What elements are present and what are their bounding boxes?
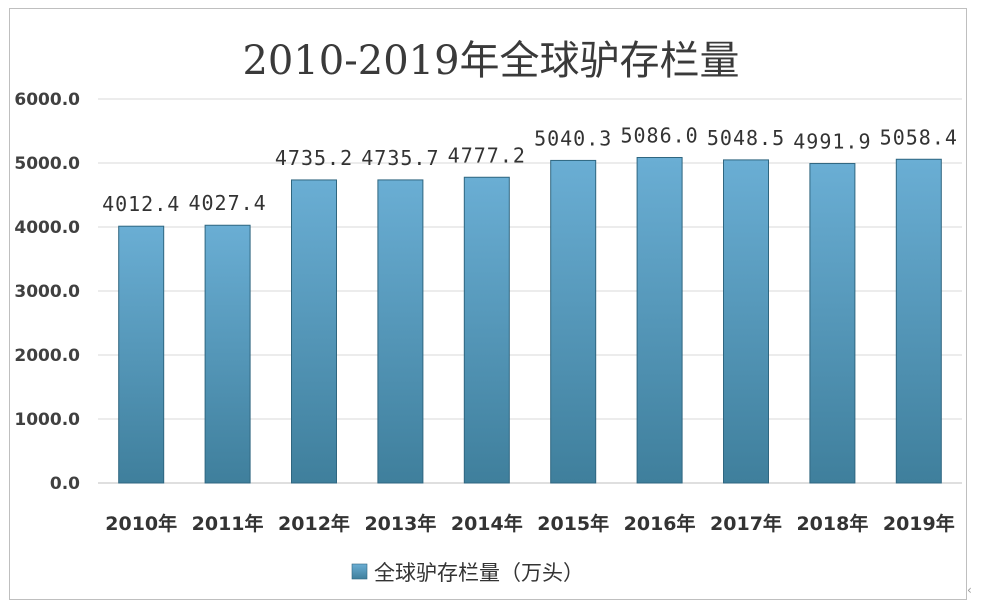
legend: 全球驴存栏量（万头） (351, 561, 584, 585)
data-label: 5048.5 (707, 126, 785, 150)
bar (204, 224, 251, 484)
y-axis-ticks: 0.0 1000.0 2000.0 3000.0 4000.0 5000.0 6000.0 (14, 90, 80, 494)
y-tick-label: 0.0 (50, 474, 80, 494)
data-labels: 4012.4 4027.4 4735.2 4735.7 4777.2 5040.3 5086… (102, 123, 958, 216)
bar (723, 159, 769, 484)
bar (291, 179, 337, 484)
y-tick-label: 3000.0 (14, 282, 80, 302)
data-label: 4777.2 (448, 143, 526, 167)
y-tick-label: 6000.0 (14, 90, 80, 110)
corner-mark: ‹ (967, 583, 972, 597)
x-tick-label: 2019年 (883, 512, 955, 535)
x-tick-label: 2010年 (105, 512, 177, 535)
x-tick-label: 2017年 (710, 512, 782, 535)
bar (636, 156, 683, 484)
x-tick-label: 2015年 (537, 512, 609, 535)
bar (550, 159, 597, 484)
data-label: 4027.4 (188, 191, 266, 215)
x-tick-label: 2018年 (796, 512, 868, 535)
bar (809, 163, 856, 484)
chart-title: 2010-2019年全球驴存栏量 (242, 38, 739, 84)
data-label: 5086.0 (620, 123, 698, 147)
y-tick-label: 1000.0 (14, 410, 80, 430)
x-tick-label: 2011年 (192, 512, 264, 535)
x-axis-categories: 2010年 2011年 2012年 2013年 2014年 2015年 2016年 2017年… (105, 512, 954, 535)
data-label: 4735.2 (275, 146, 353, 170)
legend-label: 全球驴存栏量（万头） (374, 561, 584, 585)
x-tick-label: 2016年 (624, 512, 696, 535)
y-tick-label: 2000.0 (14, 346, 80, 366)
data-label: 5040.3 (534, 126, 612, 150)
bar (463, 176, 510, 484)
bars (118, 156, 942, 484)
x-tick-label: 2014年 (451, 512, 523, 535)
bar (895, 158, 942, 484)
data-label: 4991.9 (793, 130, 871, 154)
x-tick-label: 2013年 (364, 512, 436, 535)
bar (118, 225, 165, 484)
y-tick-label: 5000.0 (14, 154, 80, 174)
x-tick-label: 2012年 (278, 512, 350, 535)
bar (377, 179, 424, 484)
data-label: 4735.7 (361, 146, 439, 170)
data-label: 4012.4 (102, 192, 180, 216)
data-label: 5058.4 (880, 125, 958, 149)
legend-swatch (351, 563, 368, 580)
y-tick-label: 4000.0 (14, 218, 80, 238)
